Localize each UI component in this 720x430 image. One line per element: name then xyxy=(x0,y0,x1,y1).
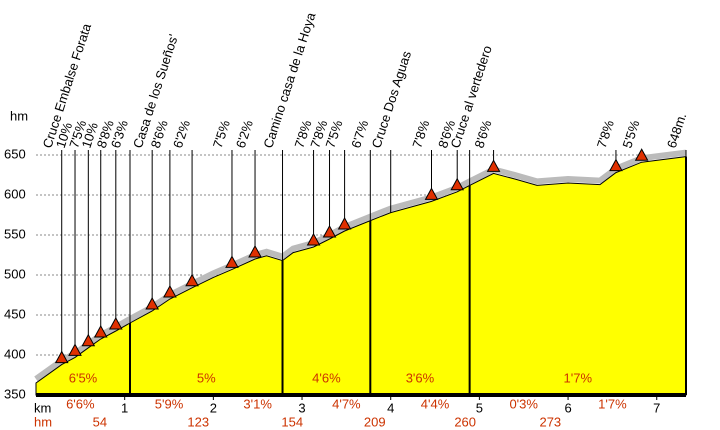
warning-marker xyxy=(185,273,199,287)
x-tick-label: 1 xyxy=(121,400,128,415)
annotation-label: 6'2% xyxy=(233,118,256,150)
y-tick-label: 550 xyxy=(4,226,26,241)
warning-marker xyxy=(450,177,465,191)
km-gradient: 3'1% xyxy=(243,396,272,411)
annotation-label: 7'8% xyxy=(409,118,432,150)
x-tick-label: 4 xyxy=(387,400,394,415)
warning-marker xyxy=(486,159,501,172)
warning-marker xyxy=(68,343,82,356)
y-tick-label: 400 xyxy=(4,346,26,361)
segment-label: 5% xyxy=(197,370,216,385)
gain-value: 273 xyxy=(539,414,561,429)
segment-label: 6'5% xyxy=(69,370,98,385)
annotation-label: Cruce Dos Aguas xyxy=(369,49,415,150)
gain-value: 154 xyxy=(281,414,303,429)
gain-label: hm xyxy=(34,414,52,429)
warning-marker xyxy=(306,232,321,246)
segment-label: 3'6% xyxy=(406,370,435,385)
profile-area xyxy=(35,156,687,396)
warning-marker xyxy=(337,216,352,230)
warning-marker xyxy=(54,350,69,364)
km-gradient: 1'7% xyxy=(598,396,627,411)
x-tick-label: 7 xyxy=(653,400,660,415)
annotation-label: 6'2% xyxy=(170,118,193,150)
y-tick-label: 650 xyxy=(4,146,26,161)
warning-marker xyxy=(225,255,239,268)
warning-marker xyxy=(93,324,108,338)
y-tick-label: 600 xyxy=(4,186,26,201)
warning-marker xyxy=(163,284,177,298)
warning-marker xyxy=(108,316,123,330)
km-gradient: 6'6% xyxy=(66,396,95,411)
y-tick-label: 450 xyxy=(4,306,26,321)
x-tick-label: 3 xyxy=(298,400,305,415)
x-tick-label: 5 xyxy=(476,400,483,415)
x-tick-label: 6 xyxy=(564,400,571,415)
ground-strip xyxy=(36,393,686,397)
warning-marker xyxy=(424,187,439,200)
annotation-label: 8'6% xyxy=(471,118,494,150)
gain-value: 260 xyxy=(454,414,476,429)
warning-marker xyxy=(145,296,160,310)
warning-marker xyxy=(81,333,96,347)
gain-value: 209 xyxy=(364,414,386,429)
annotation-label: 5'5% xyxy=(620,118,643,150)
y-tick-label: 500 xyxy=(4,266,26,281)
warning-marker xyxy=(634,148,649,161)
warning-marker xyxy=(609,158,623,172)
warning-marker xyxy=(322,224,337,238)
annotation-label: 648m. xyxy=(664,111,689,150)
annotation-label: 7'8% xyxy=(594,118,617,150)
gain-value: 123 xyxy=(187,414,209,429)
km-gradient: 4'4% xyxy=(421,396,450,411)
x-tick-label: 2 xyxy=(210,400,217,415)
gain-value: 54 xyxy=(93,414,107,429)
annotation-label: 7'5% xyxy=(210,118,233,150)
x-axis-label: km xyxy=(34,400,51,415)
warning-marker xyxy=(248,244,262,258)
segment-label: 4'6% xyxy=(312,370,341,385)
km-gradient: 5'9% xyxy=(155,396,184,411)
km-gradient: 0'3% xyxy=(509,396,538,411)
y-tick-label: 350 xyxy=(4,386,26,401)
y-axis-label: hm xyxy=(10,108,28,123)
segment-label: 1'7% xyxy=(564,370,593,385)
km-gradient: 4'7% xyxy=(332,396,361,411)
